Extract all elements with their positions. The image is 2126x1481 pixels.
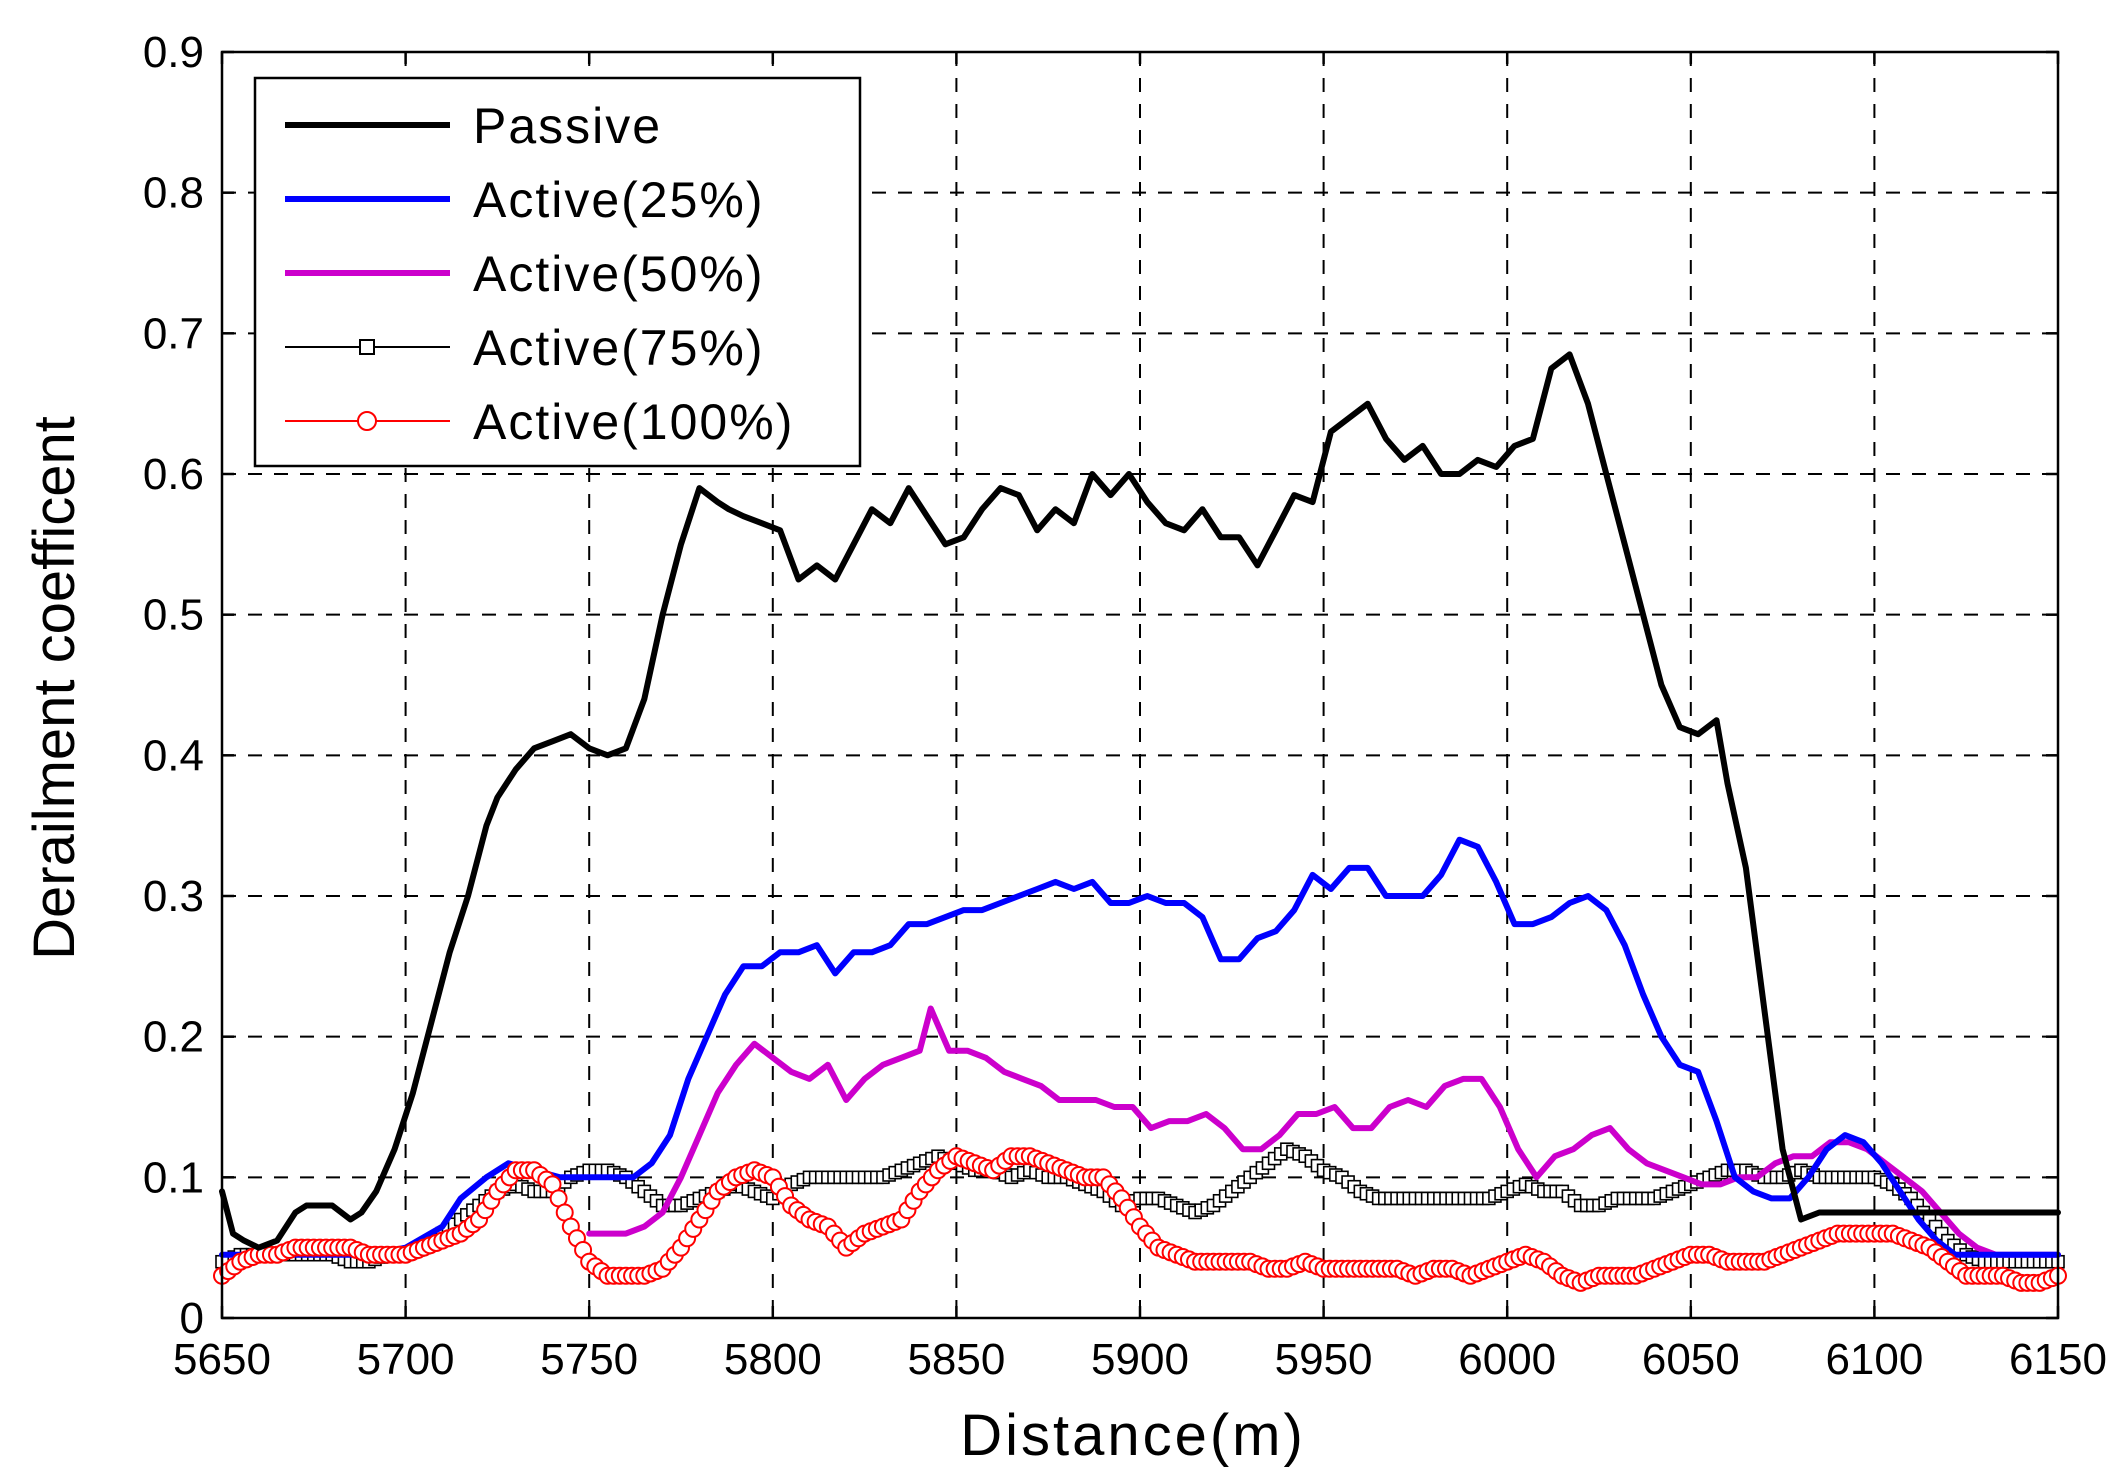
x-tick-label: 5900 xyxy=(1091,1335,1189,1384)
legend-circle-marker xyxy=(357,411,377,431)
series-passive xyxy=(219,351,2061,1251)
y-tick-label: 0.9 xyxy=(143,28,204,77)
series-active-100 xyxy=(213,1147,2067,1292)
plot-frame xyxy=(220,50,2060,1320)
y-tick-label: 0.3 xyxy=(143,872,204,921)
y-tick-label: 0.1 xyxy=(143,1153,204,1202)
series-line xyxy=(219,836,2061,1258)
plot-series xyxy=(213,351,2067,1292)
y-tick-label: 0.4 xyxy=(143,731,204,780)
x-tick-label: 6100 xyxy=(1825,1335,1923,1384)
x-tick-label: 5800 xyxy=(724,1335,822,1384)
legend-label: Active(25%) xyxy=(473,172,765,228)
legend-item: Passive xyxy=(285,98,662,154)
y-tick-label: 0.6 xyxy=(143,450,204,499)
x-tick-label: 6050 xyxy=(1642,1335,1740,1384)
x-tick-label: 6150 xyxy=(2009,1335,2107,1384)
series-active-25 xyxy=(219,836,2061,1258)
y-tick-label: 0.2 xyxy=(143,1013,204,1062)
x-tick-label: 6000 xyxy=(1458,1335,1556,1384)
legend-item: Active(100%) xyxy=(285,394,794,450)
y-axis-label: Derailment coefficent xyxy=(22,416,87,960)
y-tick-label: 0.7 xyxy=(143,309,204,358)
series-active-50 xyxy=(586,1005,2061,1258)
x-tick-label: 5700 xyxy=(357,1335,455,1384)
y-tick-labels: 0 0.1 0.2 0.3 0.4 0.5 0.6 0.7 0.8 0.9 xyxy=(143,28,204,1343)
legend: Passive Active(25%) Active(50%) Active(75%)… xyxy=(253,76,862,468)
series-line xyxy=(586,1005,2061,1258)
legend-label: Active(100%) xyxy=(473,394,794,450)
legend-label: Passive xyxy=(473,98,662,154)
legend-item: Active(25%) xyxy=(285,172,765,228)
legend-square-marker xyxy=(359,339,375,355)
x-tick-label: 5650 xyxy=(173,1335,271,1384)
x-tick-label: 5950 xyxy=(1275,1335,1373,1384)
series-line xyxy=(219,351,2061,1251)
legend-item: Active(50%) xyxy=(285,246,765,302)
y-tick-label: 0.5 xyxy=(143,591,204,640)
legend-label: Active(50%) xyxy=(473,246,765,302)
legend-label: Active(75%) xyxy=(473,320,765,376)
x-tick-label: 5850 xyxy=(907,1335,1005,1384)
x-tick-labels: 5650 5700 5750 5800 5850 5900 5950 6000 6050 6100… xyxy=(173,1335,2107,1384)
x-tick-label: 5750 xyxy=(540,1335,638,1384)
y-tick-label: 0 xyxy=(180,1294,204,1343)
legend-item: Active(75%) xyxy=(285,320,765,376)
x-axis-label: Distance(m) xyxy=(960,1403,1306,1468)
y-tick-label: 0.8 xyxy=(143,169,204,218)
